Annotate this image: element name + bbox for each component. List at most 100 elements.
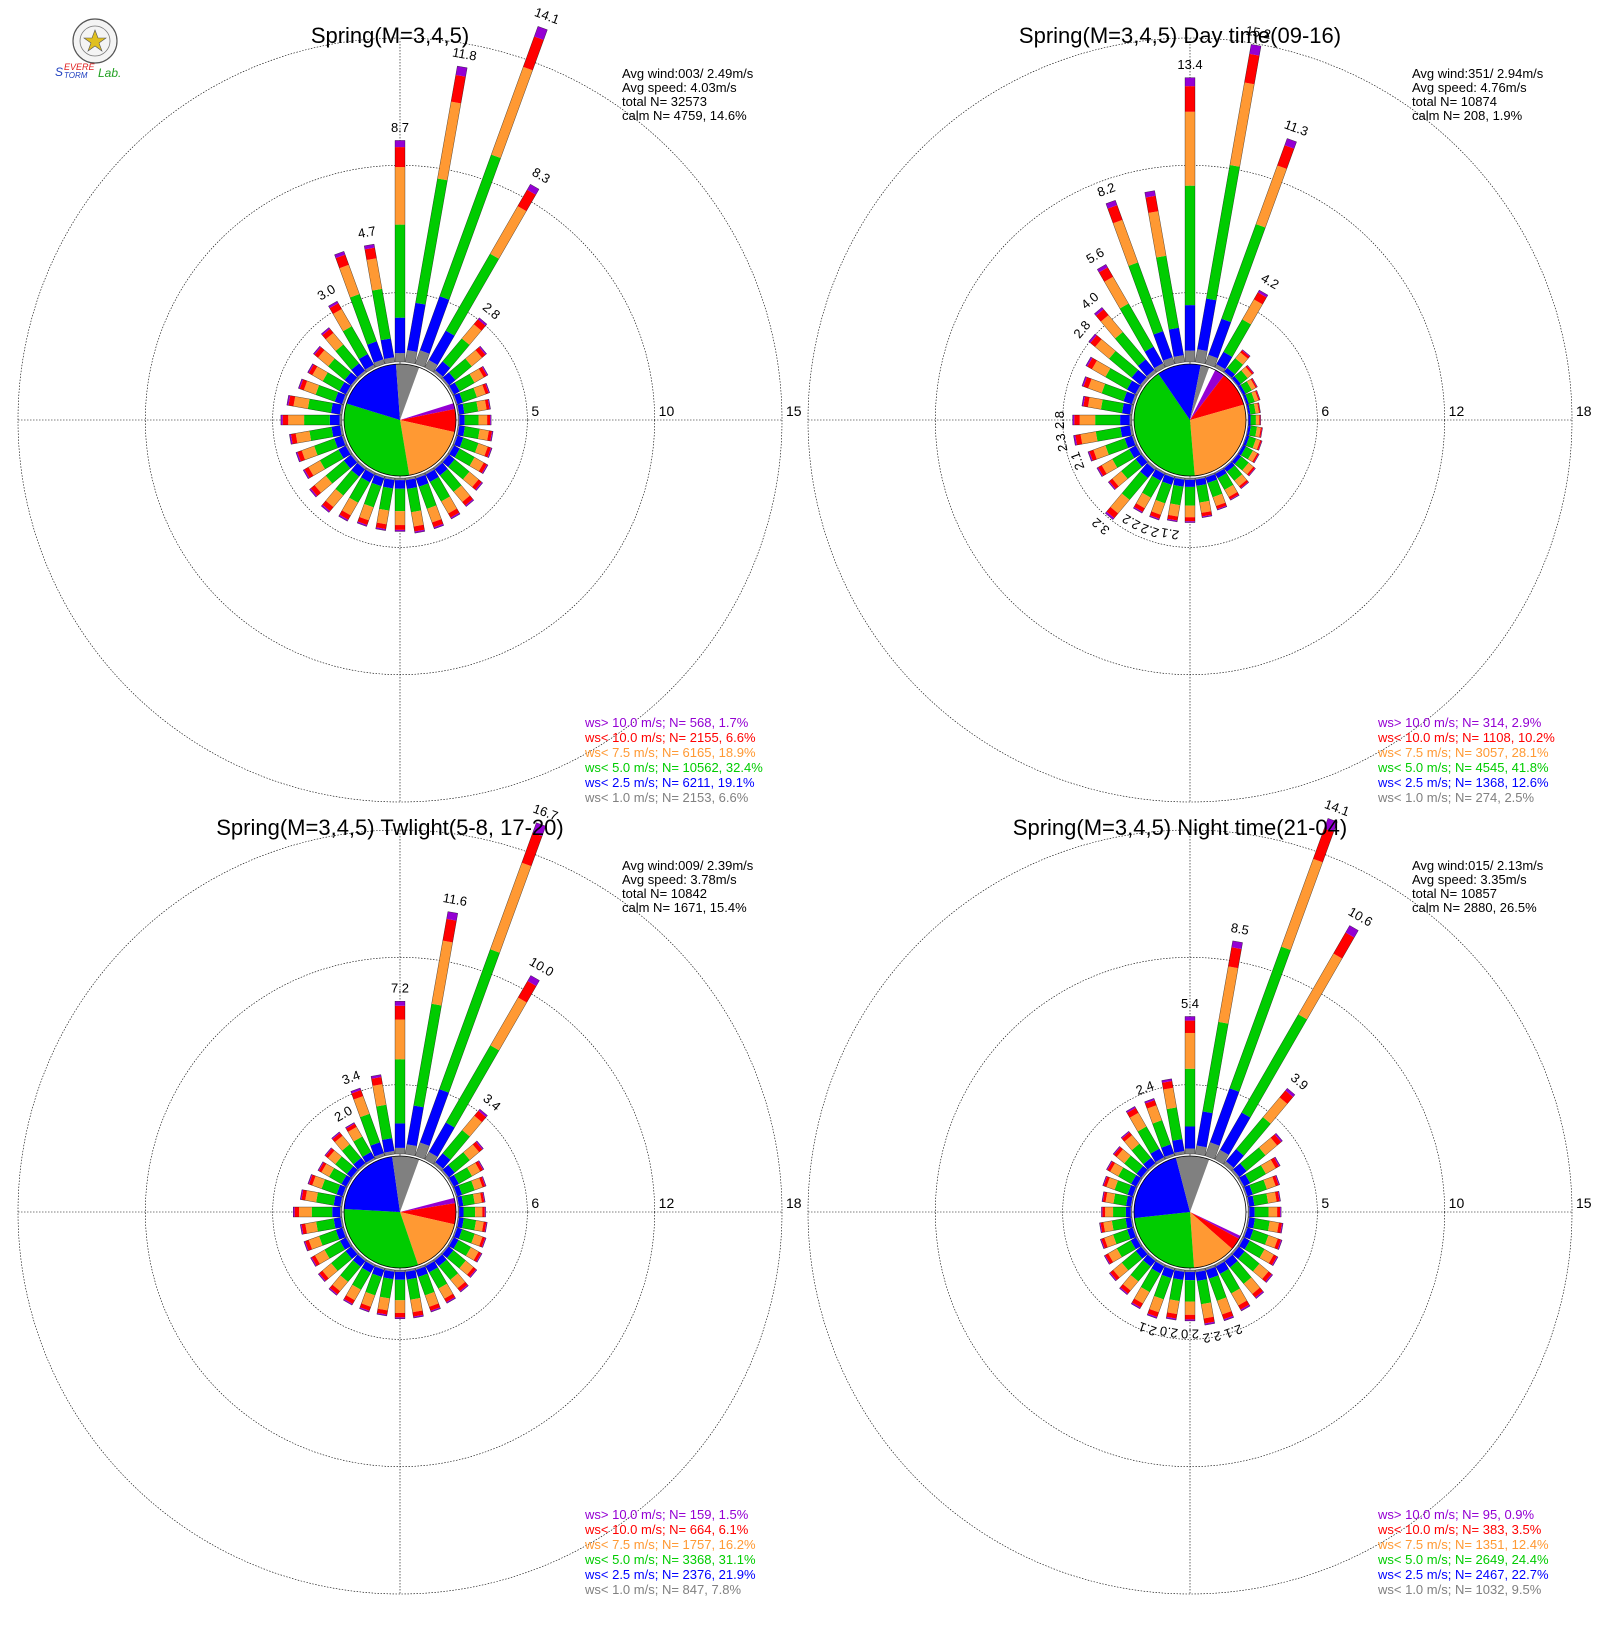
bar-segment-lt1 [1129, 425, 1134, 436]
bar-segment-over10 [433, 523, 444, 529]
bar-segment-over10 [465, 499, 474, 507]
bar-segment-lt75 [1080, 431, 1098, 445]
bar-outline [1242, 434, 1263, 451]
pie-slice-over10 [1190, 370, 1224, 420]
bar-segment-lt10 [480, 1192, 485, 1203]
bar-dir-330 [1097, 264, 1166, 373]
ring-label: 15 [1576, 1195, 1592, 1211]
bar-segment-lt5 [304, 415, 330, 425]
bar-segment-lt10 [395, 1005, 405, 1020]
bar-segment-lt10 [444, 1293, 455, 1303]
bar-segment-lt5 [459, 437, 479, 453]
bar-dir-10 [1194, 44, 1262, 364]
bar-value-label: 2.0 [1159, 1323, 1179, 1341]
bar-dir-50 [1231, 365, 1255, 387]
bar-segment-lt75 [467, 1162, 481, 1177]
bar-segment-lt10 [1147, 1309, 1159, 1317]
bar-segment-lt25 [1238, 445, 1247, 456]
ring-label: 12 [659, 1195, 675, 1211]
bar-dir-210 [1133, 467, 1166, 514]
bar-segment-over10 [1284, 138, 1297, 149]
bar-segment-lt25 [459, 1207, 464, 1217]
bar-segment-lt1 [447, 1236, 454, 1247]
bar-outline [1237, 1156, 1281, 1188]
legend-entry: ws< 2.5 m/s; N= 2467, 22.7% [1377, 1567, 1549, 1582]
bar-segment-over10 [478, 1160, 484, 1170]
bar-segment-lt10 [1102, 1191, 1108, 1203]
bar-segment-lt5 [319, 1230, 340, 1246]
bar-outline [1101, 1191, 1134, 1208]
bar-segment-lt10 [472, 1141, 483, 1153]
bar-segment-lt10 [1102, 1207, 1106, 1217]
bar-value-label: 15.2 [1245, 23, 1273, 42]
stats-line: total N= 10874 [1412, 94, 1497, 109]
bar-segment-over10 [532, 822, 546, 837]
bar-segment-lt25 [1185, 305, 1195, 351]
bar-segment-over10 [1094, 307, 1104, 316]
bar-segment-lt1 [1147, 1163, 1157, 1171]
bar-outline [1144, 1098, 1176, 1160]
pie-slice-lt75 [1190, 404, 1246, 476]
bar-segment-lt25 [454, 435, 464, 448]
bar-segment-lt10 [1149, 511, 1161, 519]
bar-segment-over10 [376, 1312, 387, 1316]
bar-segment-lt5 [379, 1277, 394, 1299]
bar-outline [1184, 1016, 1196, 1155]
bar-segment-lt10 [1228, 947, 1242, 969]
bar-segment-lt10 [521, 832, 543, 867]
bar-segment-lt10 [1101, 1237, 1108, 1249]
bar-segment-lt5 [1250, 415, 1256, 425]
bar-value-label: 4.0 [1078, 289, 1101, 312]
bar-segment-lt1 [1237, 386, 1244, 396]
bar-dir-130 [441, 453, 483, 491]
bar-dir-120 [447, 444, 489, 474]
bar-segment-lt25 [457, 1217, 464, 1229]
bar-segment-lt1 [1141, 1169, 1149, 1179]
bar-segment-lt75 [490, 206, 527, 259]
bar-dir-70 [1242, 390, 1261, 406]
stats-line: Avg speed: 3.35m/s [1412, 872, 1527, 887]
bar-segment-lt25 [1246, 425, 1251, 436]
bar-dir-80 [456, 399, 491, 416]
bar-segment-lt10 [395, 147, 405, 168]
bar-segment-lt5 [364, 482, 382, 508]
bar-outline [1214, 467, 1240, 501]
bar-segment-lt75 [441, 496, 457, 514]
bar-dir-240 [302, 444, 353, 480]
bar-outline [318, 1245, 359, 1282]
bar-segment-lt75 [462, 1115, 482, 1137]
bar-segment-lt5 [1197, 1279, 1212, 1305]
bar-segment-lt75 [301, 445, 318, 460]
bar-segment-lt10 [1201, 511, 1212, 517]
bar-segment-lt1 [1140, 377, 1149, 387]
bar-outline [1204, 138, 1297, 368]
bar-segment-lt25 [1233, 1163, 1247, 1178]
bar-outline [1105, 461, 1157, 520]
bar-segment-lt25 [1137, 359, 1155, 377]
bar-segment-lt25 [1205, 1266, 1219, 1279]
bar-value-label: 5.4 [1181, 996, 1199, 1011]
bar-dir-70 [452, 1176, 487, 1198]
bar-segment-lt1 [365, 1259, 376, 1267]
bar-segment-lt10 [311, 1255, 320, 1266]
bar-dir-170 [1194, 476, 1213, 518]
bar-segment-lt10 [1134, 503, 1145, 512]
bar-segment-lt5 [331, 1251, 352, 1271]
bar-segment-over10 [395, 140, 405, 148]
bar-outline [286, 395, 344, 416]
bar-segment-over10 [1081, 376, 1087, 387]
bar-segment-lt75 [474, 1220, 484, 1232]
bar-outline [1194, 44, 1262, 364]
bar-dir-20 [414, 822, 546, 1160]
bar-segment-lt10 [1272, 1175, 1279, 1187]
bar-segment-lt25 [1205, 474, 1218, 483]
bar-dir-310 [1112, 1146, 1149, 1179]
bar-segment-lt5 [1121, 471, 1148, 500]
bar-dir-330 [345, 1122, 376, 1165]
bar-segment-lt1 [424, 1259, 435, 1267]
bar-segment-lt75 [1247, 450, 1258, 462]
bar-segment-lt5 [1241, 1014, 1308, 1118]
bar-segment-lt10 [314, 347, 325, 358]
bar-segment-over10 [300, 1189, 304, 1200]
bar-segment-lt5 [1229, 946, 1291, 1092]
